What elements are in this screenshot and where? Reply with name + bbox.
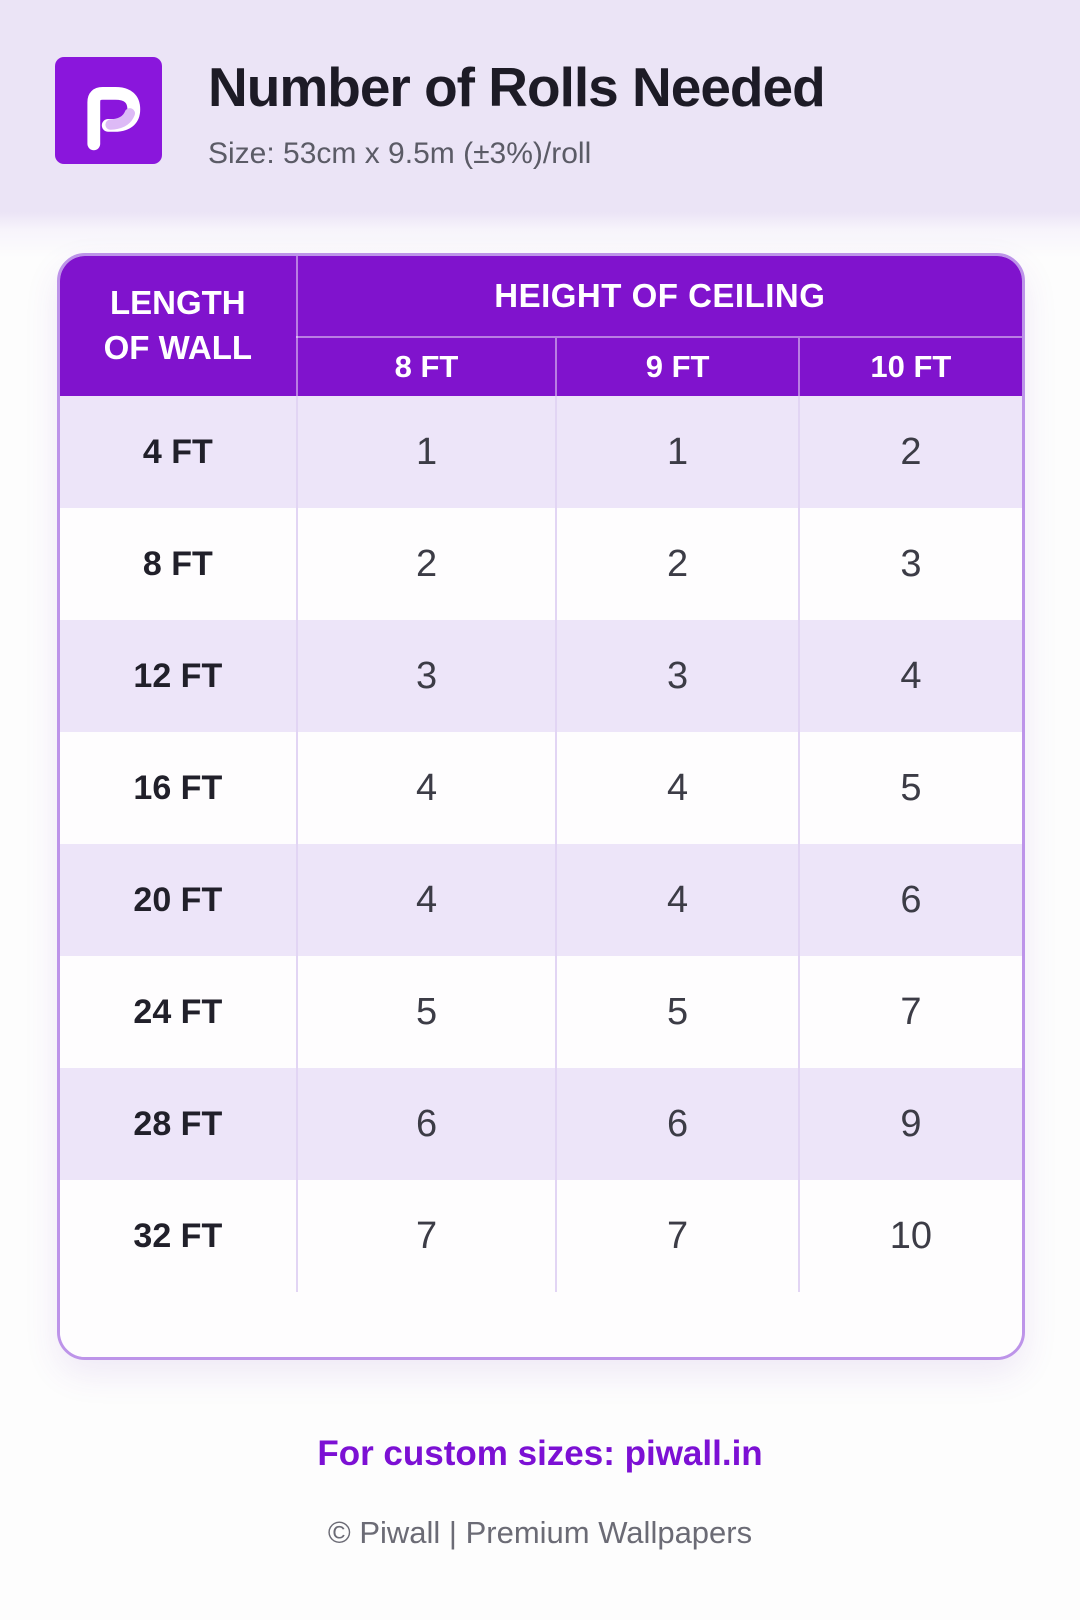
table-bottom-spacer (60, 1292, 1022, 1357)
corner-header-length-of-wall: LENGTH OF WALL (60, 256, 298, 396)
cell-value: 6 (797, 844, 1022, 956)
cell-value: 2 (295, 508, 557, 620)
corner-header-line1: LENGTH (109, 284, 246, 322)
cell-value: 2 (555, 508, 799, 620)
title-block: Number of Rolls Needed Size: 53cm x 9.5m… (208, 56, 826, 171)
col-header-9ft: 9 FT (555, 336, 799, 396)
table-body: 4 FT 1 1 2 8 FT 2 2 3 12 FT 3 3 4 (60, 396, 1022, 1292)
custom-sizes-link[interactable]: For custom sizes: piwall.in (317, 1434, 763, 1473)
cell-value: 4 (797, 620, 1022, 732)
table-row: 8 FT 2 2 3 (60, 508, 1022, 620)
cell-value: 1 (555, 396, 799, 508)
page-header: Number of Rolls Needed Size: 53cm x 9.5m… (55, 56, 826, 171)
copyright-text: © Piwall | Premium Wallpapers (327, 1515, 753, 1550)
cell-value: 6 (555, 1068, 799, 1180)
col-header-10ft: 10 FT (797, 336, 1022, 396)
table-row: 32 FT 7 7 10 (60, 1180, 1022, 1292)
row-label: 12 FT (60, 620, 297, 732)
table-row: 28 FT 6 6 9 (60, 1068, 1022, 1180)
table-row: 16 FT 4 4 5 (60, 732, 1022, 844)
table-row: 24 FT 5 5 7 (60, 956, 1022, 1068)
row-label: 28 FT (60, 1068, 297, 1180)
cell-value: 4 (295, 844, 557, 956)
cell-value: 10 (797, 1180, 1022, 1292)
group-header-height-of-ceiling: HEIGHT OF CEILING (296, 256, 1022, 337)
cell-value: 4 (555, 844, 799, 956)
table-header: LENGTH OF WALL HEIGHT OF CEILING 8 FT 9 … (60, 256, 1022, 396)
piwall-p-icon (86, 86, 140, 150)
cell-value: 6 (295, 1068, 557, 1180)
cell-value: 5 (555, 956, 799, 1068)
row-label: 16 FT (60, 732, 297, 844)
rolls-table-card: LENGTH OF WALL HEIGHT OF CEILING 8 FT 9 … (57, 253, 1025, 1360)
cell-value: 9 (797, 1068, 1022, 1180)
table-row: 4 FT 1 1 2 (60, 396, 1022, 508)
cell-value: 4 (555, 732, 799, 844)
col-header-8ft: 8 FT (296, 336, 557, 396)
row-label: 4 FT (60, 396, 297, 508)
row-label: 8 FT (60, 508, 297, 620)
cell-value: 7 (555, 1180, 799, 1292)
cell-value: 7 (797, 956, 1022, 1068)
table-row: 12 FT 3 3 4 (60, 620, 1022, 732)
row-label: 20 FT (60, 844, 297, 956)
cell-value: 5 (295, 956, 557, 1068)
cell-value: 7 (295, 1180, 557, 1292)
page-title: Number of Rolls Needed (208, 56, 826, 118)
cell-value: 3 (555, 620, 799, 732)
cell-value: 1 (295, 396, 557, 508)
cell-value: 3 (797, 508, 1022, 620)
cell-value: 5 (797, 732, 1022, 844)
cell-value: 2 (797, 396, 1022, 508)
table-row: 20 FT 4 4 6 (60, 844, 1022, 956)
rolls-table: LENGTH OF WALL HEIGHT OF CEILING 8 FT 9 … (60, 256, 1022, 1357)
row-label: 24 FT (60, 956, 297, 1068)
corner-header-line2: OF WALL (103, 329, 253, 366)
page-subtitle: Size: 53cm x 9.5m (±3%)/roll (208, 136, 592, 170)
piwall-logo (55, 57, 162, 164)
cell-value: 4 (295, 732, 557, 844)
row-label: 32 FT (60, 1180, 297, 1292)
cell-value: 3 (295, 620, 557, 732)
